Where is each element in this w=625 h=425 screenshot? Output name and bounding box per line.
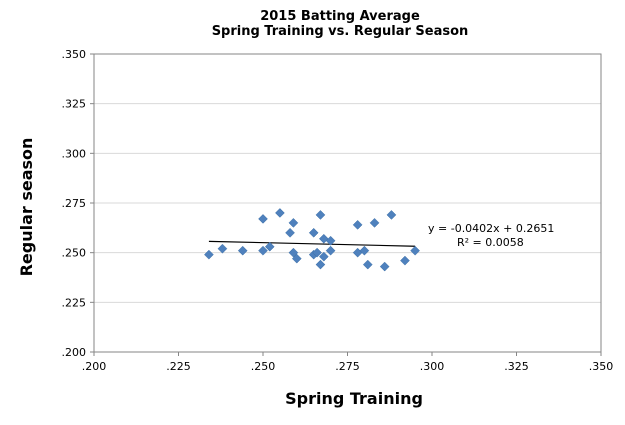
data-point	[362, 259, 373, 270]
x-tick-label: .300	[420, 360, 445, 373]
y-tick-label: .200	[62, 346, 87, 359]
gridlines	[94, 53, 601, 353]
y-tick-label: .275	[62, 197, 87, 210]
data-point	[315, 259, 326, 270]
y-tick-label: .250	[62, 247, 87, 260]
y-tick-label: .350	[62, 48, 87, 61]
y-axis-tick-labels: .350 .325 .300 .275 .250 .225 .200	[62, 48, 94, 359]
x-tick-label: .350	[589, 360, 614, 373]
data-point	[258, 245, 268, 256]
data-point	[410, 245, 420, 256]
x-tick-label: .325	[504, 360, 529, 373]
x-axis-title: Spring Training	[285, 389, 423, 408]
data-point	[288, 218, 299, 228]
data-point	[352, 219, 363, 230]
x-axis-tick-labels: .200 .225 .250 .275 .300 .325 .350	[82, 352, 614, 373]
data-point	[308, 227, 319, 238]
data-point	[237, 245, 248, 256]
data-point	[312, 247, 322, 258]
data-point	[291, 253, 302, 264]
data-point	[318, 251, 329, 262]
x-tick-label: .250	[251, 360, 276, 373]
trendline-r2: R² = 0.0058	[457, 236, 524, 249]
data-point	[325, 235, 336, 246]
trendline-group	[208, 240, 416, 247]
data-point	[217, 243, 228, 254]
data-point	[258, 214, 268, 224]
x-tick-label: .275	[335, 360, 360, 373]
data-point	[275, 208, 285, 218]
chart-subtitle: Spring Training vs. Regular Season	[212, 24, 469, 39]
data-points	[204, 208, 420, 272]
y-tick-label: .225	[62, 296, 87, 309]
trendline	[208, 240, 416, 247]
data-point	[325, 245, 336, 256]
y-tick-label: .325	[62, 98, 87, 111]
y-tick-label: .300	[62, 147, 87, 160]
data-point	[400, 255, 410, 266]
data-point	[204, 249, 214, 260]
data-point	[379, 261, 390, 272]
x-tick-label: .200	[82, 360, 107, 373]
trendline-equation: y = -0.0402x + 0.2651	[428, 222, 554, 235]
data-point	[359, 245, 370, 256]
data-point	[264, 241, 275, 252]
chart-title: 2015 Batting Average	[260, 9, 420, 24]
data-point	[369, 218, 380, 228]
x-tick-label: .225	[166, 360, 191, 373]
data-point	[386, 210, 397, 220]
y-axis-title: Regular season	[17, 138, 36, 277]
data-point	[285, 227, 295, 238]
data-point	[315, 210, 326, 220]
